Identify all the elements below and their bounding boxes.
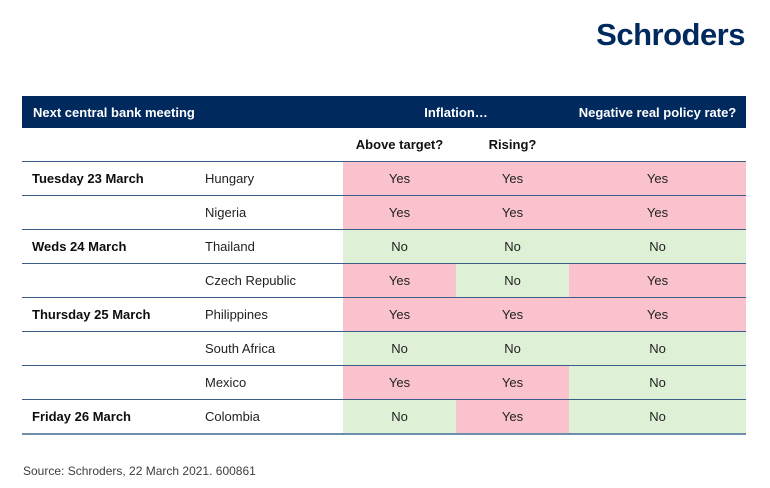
row-meeting-date xyxy=(22,196,200,229)
row-country: Philippines xyxy=(205,307,268,322)
cell-above-target: Yes xyxy=(343,264,456,297)
table-row: Tuesday 23 March Hungary Yes Yes Yes xyxy=(22,161,746,195)
row-country: South Africa xyxy=(205,341,276,356)
table-rows: Tuesday 23 March Hungary Yes Yes Yes Nigeria Y… xyxy=(22,161,746,435)
row-meeting-date xyxy=(22,366,200,399)
subheader-rising: Rising? xyxy=(488,137,537,152)
cell-above-target: Yes xyxy=(343,196,456,229)
header-negative-real-policy-rate: Negative real policy rate? xyxy=(578,104,737,120)
table-row: South Africa No No No xyxy=(22,331,746,365)
cell-negative-real-rate: Yes xyxy=(569,298,746,331)
cell-rising: Yes xyxy=(456,298,569,331)
row-country: Hungary xyxy=(205,171,255,186)
row-country: Nigeria xyxy=(205,205,247,220)
table-header-bar: Next central bank meeting Inflation… Neg… xyxy=(22,96,746,128)
central-bank-table: Next central bank meeting Inflation… Neg… xyxy=(22,96,746,435)
cell-above-target: Yes xyxy=(343,298,456,331)
row-meeting-date xyxy=(22,264,200,297)
row-meeting-date: Friday 26 March xyxy=(32,409,131,424)
table-row: Friday 26 March Colombia No Yes No xyxy=(22,399,746,433)
row-meeting-date: Thursday 25 March xyxy=(32,307,151,322)
header-next-meeting: Next central bank meeting xyxy=(33,104,195,120)
row-country: Czech Republic xyxy=(205,273,297,288)
cell-above-target: No xyxy=(343,332,456,365)
table-row: Weds 24 March Thailand No No No xyxy=(22,229,746,263)
cell-above-target: No xyxy=(343,230,456,263)
row-meeting-date: Weds 24 March xyxy=(32,239,127,254)
cell-above-target: Yes xyxy=(343,162,456,195)
cell-negative-real-rate: No xyxy=(569,366,746,399)
cell-rising: No xyxy=(456,332,569,365)
row-meeting-date xyxy=(22,332,200,365)
row-country: Mexico xyxy=(205,375,247,390)
cell-negative-real-rate: Yes xyxy=(569,196,746,229)
cell-negative-real-rate: Yes xyxy=(569,264,746,297)
cell-rising: No xyxy=(456,230,569,263)
cell-negative-real-rate: No xyxy=(569,230,746,263)
cell-rising: No xyxy=(456,264,569,297)
subheader-above-target: Above target? xyxy=(355,137,444,152)
row-meeting-date: Tuesday 23 March xyxy=(32,171,144,186)
cell-rising: Yes xyxy=(456,162,569,195)
cell-negative-real-rate: No xyxy=(569,400,746,433)
cell-rising: Yes xyxy=(456,366,569,399)
cell-negative-real-rate: Yes xyxy=(569,162,746,195)
header-inflation: Inflation… xyxy=(424,104,488,120)
row-country: Thailand xyxy=(205,239,255,254)
table-row: Thursday 25 March Philippines Yes Yes Yes xyxy=(22,297,746,331)
table-subheader: Above target? Rising? xyxy=(22,128,746,161)
cell-negative-real-rate: No xyxy=(569,332,746,365)
row-country: Colombia xyxy=(205,409,260,424)
cell-above-target: Yes xyxy=(343,366,456,399)
source-note: Source: Schroders, 22 March 2021. 600861 xyxy=(23,464,256,478)
schroders-logo: Schroders xyxy=(596,17,745,52)
table-row: Czech Republic Yes No Yes xyxy=(22,263,746,297)
table-row: Nigeria Yes Yes Yes xyxy=(22,195,746,229)
cell-above-target: No xyxy=(343,400,456,433)
cell-rising: Yes xyxy=(456,400,569,433)
cell-rising: Yes xyxy=(456,196,569,229)
table-row: Mexico Yes Yes No xyxy=(22,365,746,399)
